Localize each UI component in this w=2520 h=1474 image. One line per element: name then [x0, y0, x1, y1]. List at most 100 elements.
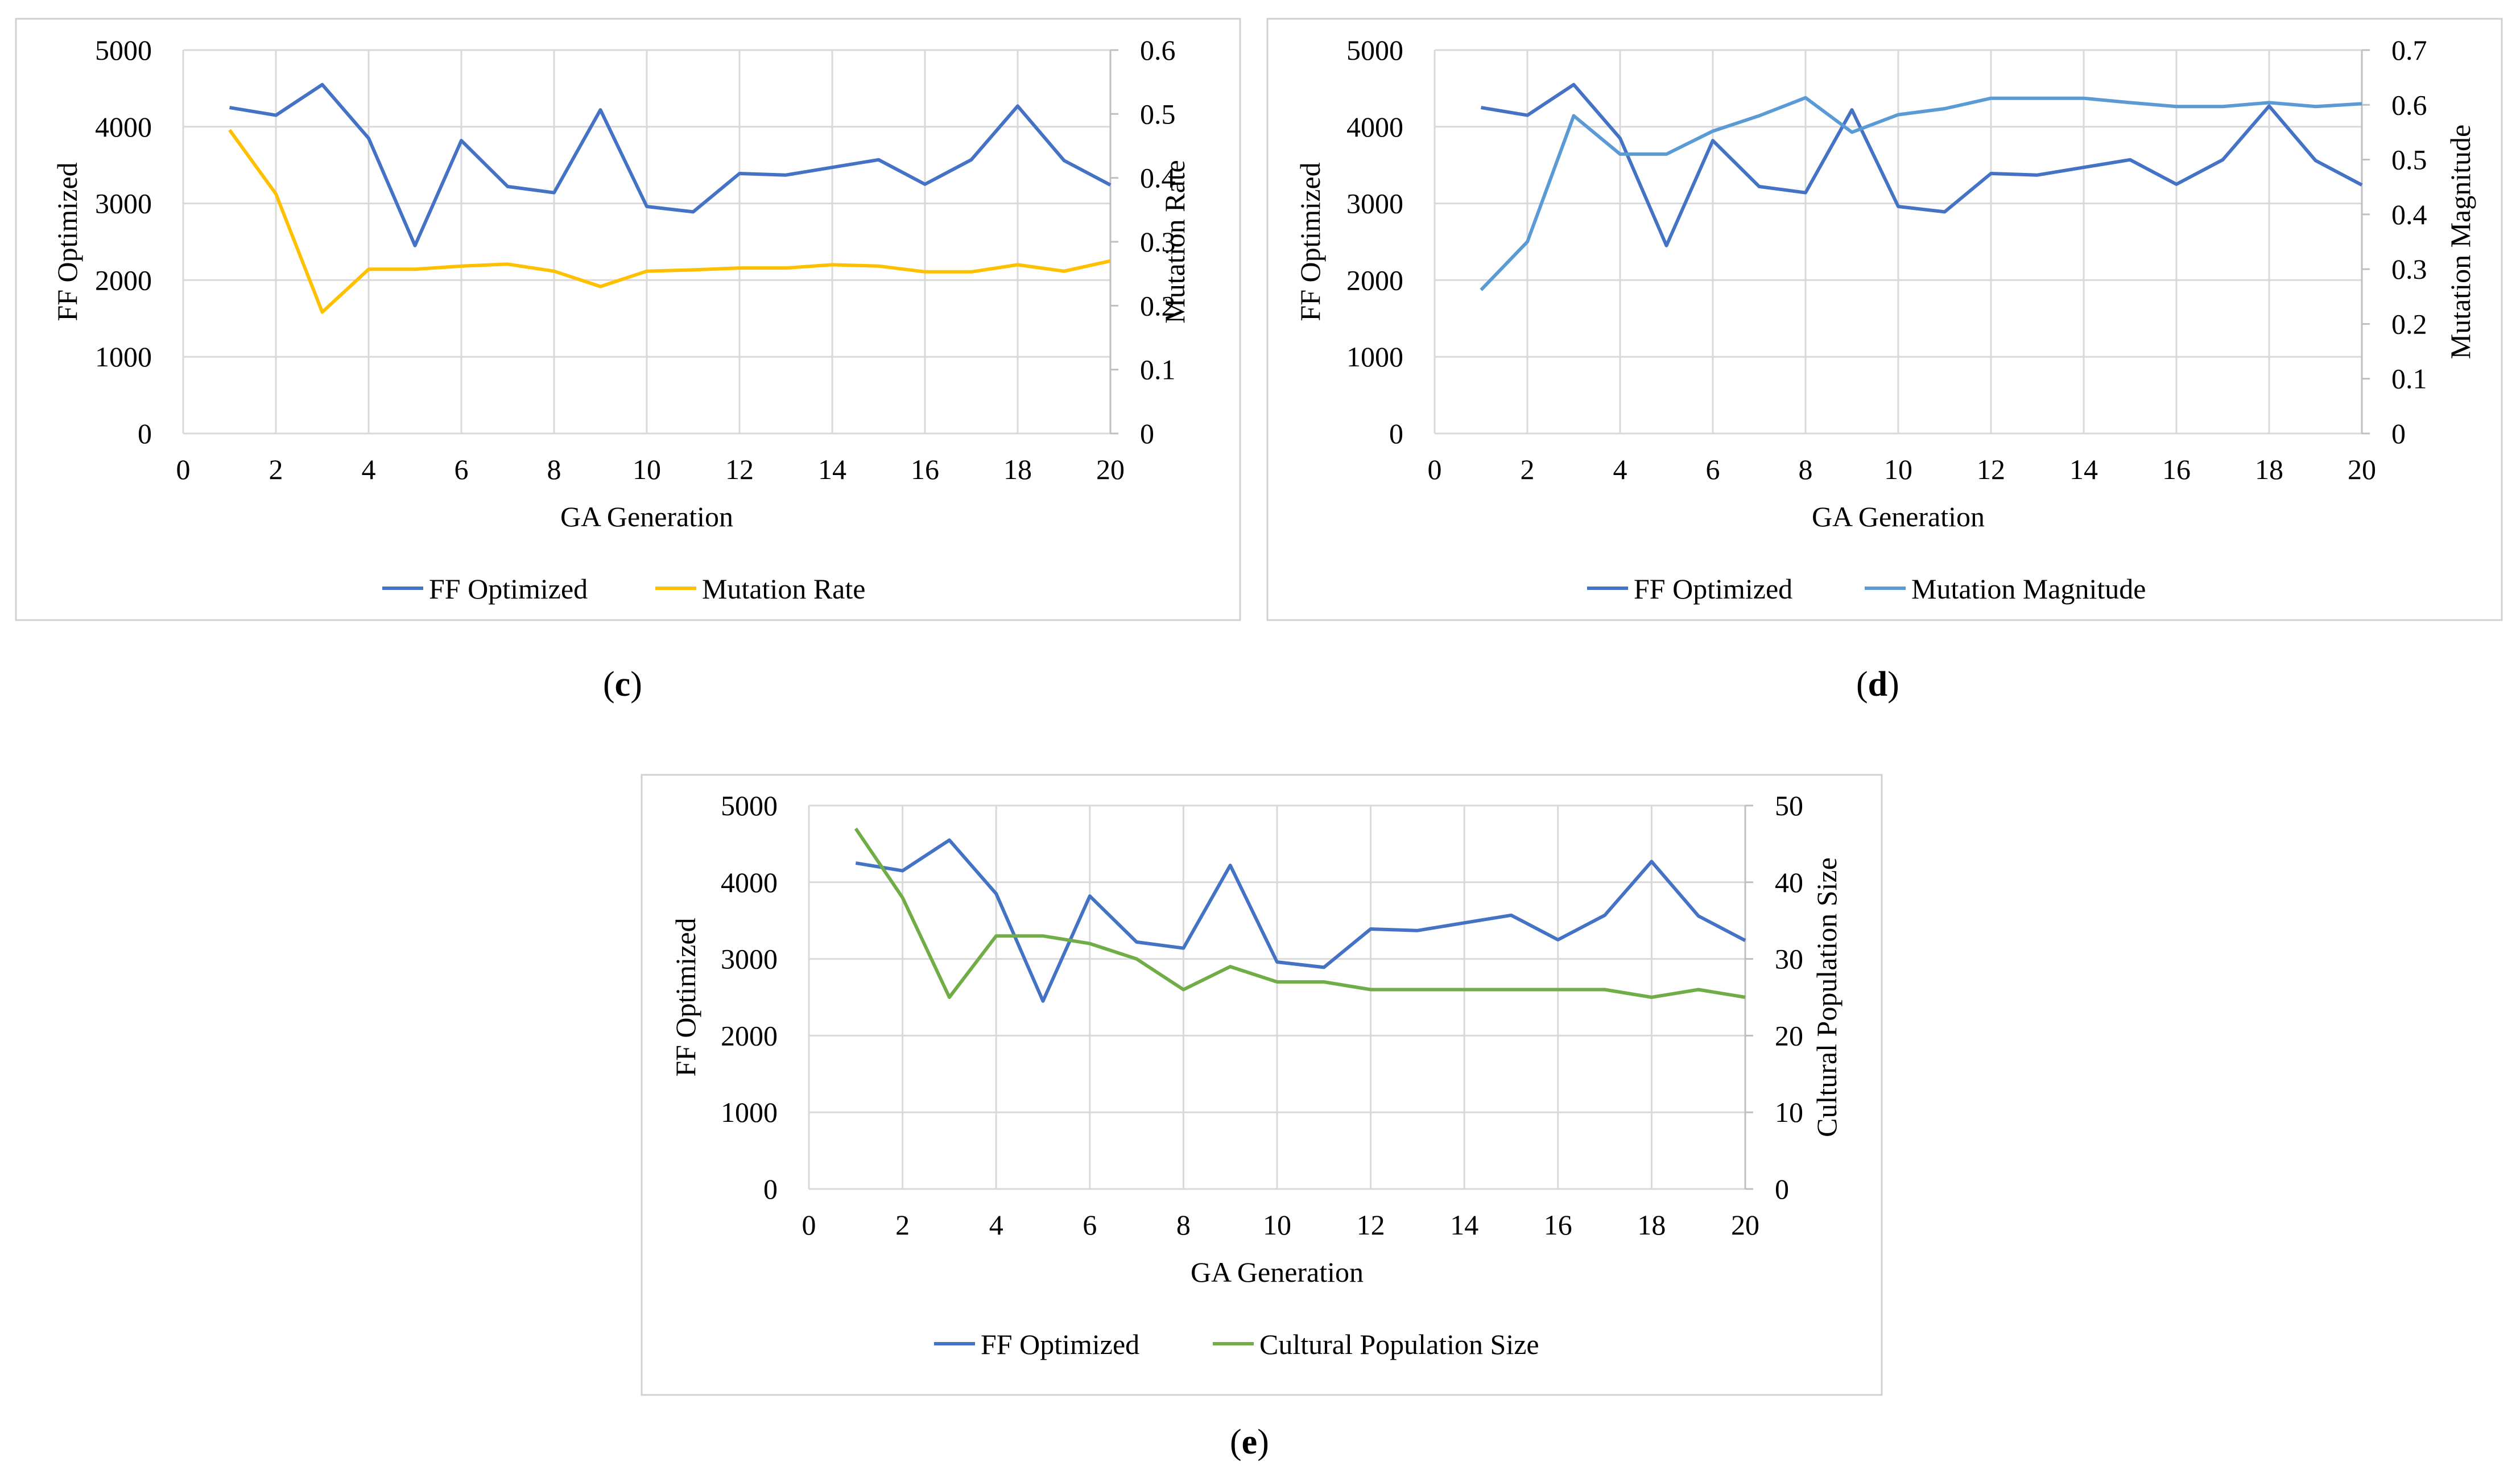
series-line-ff-optimized [1481, 82, 2363, 247]
caption-d-letter: d [1868, 665, 1888, 704]
y-left-axis-title: FF Optimized [1294, 162, 1326, 321]
y-right-axis-title: Mutation Magnitude [2444, 125, 2476, 359]
caption-d: (d) [1856, 665, 1899, 704]
legend-label: Mutation Magnitude [1911, 573, 2146, 605]
x-tick-label: 6 [1083, 1209, 1097, 1241]
x-tick-label: 16 [911, 453, 939, 485]
x-tick-label: 0 [1428, 453, 1442, 485]
y-left-tick-label: 3000 [721, 943, 778, 975]
x-tick-label: 20 [1096, 453, 1125, 485]
x-tick-label: 6 [1706, 453, 1720, 485]
y-right-axis-title: Cultural Population Size [1811, 857, 1843, 1137]
series-line-ff-optimized [229, 82, 1112, 247]
x-axis-title: GA Generation [1812, 501, 1985, 532]
y-right-tick-label: 0.2 [2391, 308, 2427, 340]
y-left-tick-label: 0 [763, 1173, 778, 1205]
x-tick-label: 10 [633, 453, 661, 485]
x-tick-label: 10 [1884, 453, 1912, 485]
x-tick-label: 0 [176, 453, 191, 485]
y-right-tick-label: 0.3 [1140, 226, 1176, 258]
caption-c: (c) [603, 665, 642, 704]
y-left-tick-label: 1000 [721, 1096, 778, 1128]
y-right-tick-label: 0.4 [2391, 199, 2427, 230]
y-right-tick-label: 10 [1775, 1096, 1803, 1128]
x-axis-title: GA Generation [1191, 1256, 1364, 1288]
legend-label: FF Optimized [1634, 573, 1792, 605]
x-tick-label: 18 [1003, 453, 1032, 485]
y-left-tick-label: 4000 [721, 866, 778, 898]
y-left-tick-label: 4000 [95, 111, 152, 143]
x-tick-label: 4 [362, 453, 376, 485]
x-tick-label: 2 [1521, 453, 1535, 485]
y-right-tick-label: 0 [1775, 1173, 1789, 1205]
y-left-tick-label: 1000 [95, 341, 152, 373]
y-right-tick-label: 0.4 [1140, 162, 1176, 194]
y-right-tick-label: 0.5 [1140, 98, 1176, 130]
y-right-tick-label: 20 [1775, 1019, 1803, 1051]
x-tick-label: 14 [2069, 453, 2098, 485]
caption-e-letter: e [1241, 1423, 1258, 1461]
x-tick-label: 12 [1977, 453, 2005, 485]
series-line-cultural-population-size [854, 827, 1746, 999]
y-right-tick-label: 0.6 [1140, 34, 1176, 66]
chart-frame [641, 774, 1883, 1396]
y-left-tick-label: 3000 [95, 188, 152, 220]
x-tick-label: 8 [1799, 453, 1813, 485]
y-left-axis-title: FF Optimized [670, 918, 701, 1076]
chart-e: 0 1000 2000 3000 4000 5000 0 10 20 30 40 50 0 2 4 6 8 10 1… [641, 774, 1883, 1396]
y-left-tick-label: 1000 [1346, 341, 1403, 373]
series-line-ff-optimized [855, 838, 1746, 1003]
y-right-axis-title: Mutation Rate [1159, 160, 1191, 323]
x-tick-label: 14 [1450, 1209, 1478, 1241]
x-tick-label: 14 [818, 453, 846, 485]
x-tick-label: 0 [802, 1209, 816, 1241]
x-tick-label: 20 [1731, 1209, 1759, 1241]
x-tick-label: 16 [2162, 453, 2191, 485]
y-left-tick-label: 5000 [1346, 34, 1403, 66]
y-left-axis-title: FF Optimized [51, 162, 83, 321]
y-right-tick-label: 0 [1140, 418, 1154, 449]
chart-frame [15, 18, 1241, 621]
x-tick-label: 4 [989, 1209, 1003, 1241]
x-tick-label: 18 [1637, 1209, 1666, 1241]
y-right-tick-label: 0.5 [2391, 144, 2427, 176]
series-line-mutation-magnitude [1480, 96, 2362, 291]
y-left-tick-label: 2000 [721, 1019, 778, 1051]
y-left-tick-label: 0 [138, 418, 152, 449]
y-right-tick-label: 0 [2391, 418, 2406, 449]
x-tick-label: 6 [455, 453, 469, 485]
legend-label: FF Optimized [429, 573, 588, 605]
chart-c: 0 1000 2000 3000 4000 5000 0 0.1 0.2 0.3 0.4 0.5 0.6… [15, 18, 1241, 621]
y-right-tick-label: 0.1 [1140, 354, 1176, 386]
y-left-tick-label: 4000 [1346, 111, 1403, 143]
caption-e: (e) [1230, 1423, 1269, 1461]
caption-c-letter: c [614, 665, 631, 704]
x-tick-label: 8 [1176, 1209, 1191, 1241]
x-tick-label: 20 [2348, 453, 2376, 485]
series-line-mutation-rate [228, 129, 1111, 314]
y-right-tick-label: 50 [1775, 790, 1803, 821]
y-left-tick-label: 5000 [721, 790, 778, 821]
x-tick-label: 12 [725, 453, 754, 485]
y-right-tick-label: 0.2 [1140, 290, 1176, 321]
chart-d: 0 1000 2000 3000 4000 5000 0 0.1 0.2 0.3 0.4 0.5 0.6… [1266, 18, 2503, 621]
x-tick-label: 8 [547, 453, 561, 485]
x-axis-title: GA Generation [560, 501, 733, 532]
legend-label: Cultural Population Size [1259, 1328, 1539, 1360]
y-right-tick-label: 0.3 [2391, 253, 2427, 285]
y-left-tick-label: 0 [1389, 418, 1403, 449]
y-right-tick-label: 0.6 [2391, 89, 2427, 121]
y-left-tick-label: 2000 [1346, 264, 1403, 296]
x-tick-label: 2 [269, 453, 283, 485]
x-tick-label: 4 [1613, 453, 1627, 485]
legend-label: FF Optimized [981, 1328, 1139, 1360]
x-tick-label: 2 [895, 1209, 910, 1241]
y-right-tick-label: 0.1 [2391, 363, 2427, 395]
x-tick-label: 16 [1544, 1209, 1572, 1241]
legend-label: Mutation Rate [702, 573, 865, 605]
y-right-tick-label: 40 [1775, 866, 1803, 898]
x-tick-label: 10 [1263, 1209, 1291, 1241]
y-right-tick-label: 0.7 [2391, 34, 2427, 66]
y-left-tick-label: 3000 [1346, 188, 1403, 220]
